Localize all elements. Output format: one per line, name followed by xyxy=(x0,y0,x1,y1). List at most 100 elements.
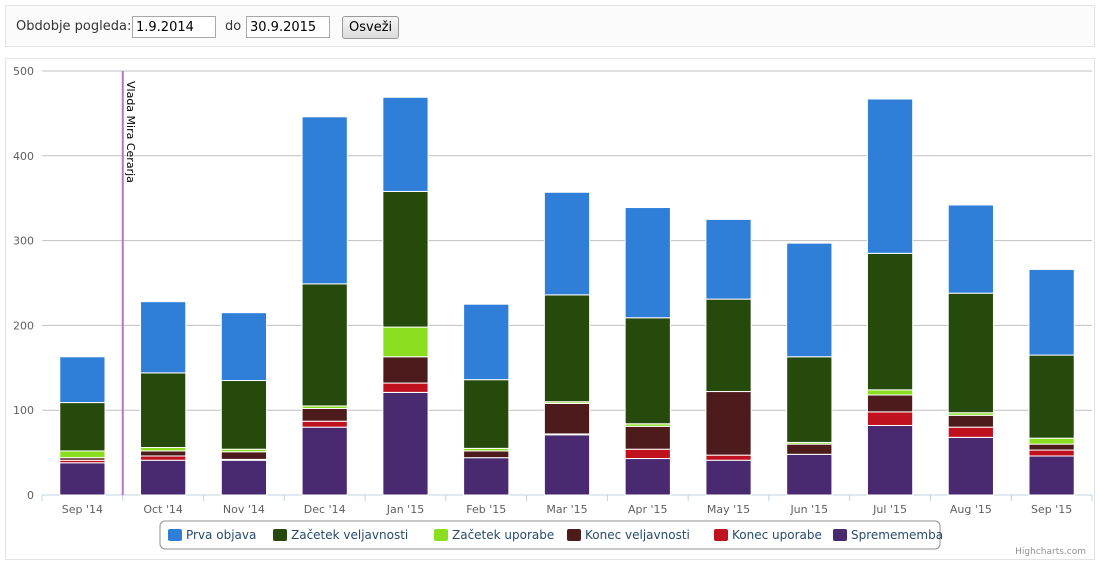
bar-segment-prva_objava xyxy=(59,356,106,404)
bar-segment-prva_objava xyxy=(866,98,914,254)
legend-label: Začetek uporabe xyxy=(452,528,554,542)
y-tick-label: 300 xyxy=(13,235,34,248)
plot-line-label: Vlada Mira Cerarja xyxy=(124,81,137,183)
bar-segment-zacetek_uporabe xyxy=(866,389,914,396)
chart-bars xyxy=(59,96,1075,496)
x-tick-label: Apr '15 xyxy=(628,503,668,516)
chart-legend: Prva objava Začetek veljavnosti Začetek up… xyxy=(159,520,943,550)
bar-segment-konec_veljavnosti xyxy=(543,402,591,435)
bar-segment-konec_veljavnosti xyxy=(382,356,429,384)
bar-segment-zacetek_veljavnosti xyxy=(463,379,510,449)
bar-segment-konec_veljavnosti xyxy=(1028,443,1075,451)
date-from-input[interactable] xyxy=(132,16,216,38)
bar-segment-sprememba xyxy=(301,426,348,496)
bar-segment-konec_uporabe xyxy=(705,454,752,461)
legend-item-sprememba[interactable]: Spremememba xyxy=(833,528,943,542)
refresh-button[interactable]: Osveži xyxy=(342,16,400,39)
bar-segment-sprememba xyxy=(220,459,268,496)
bar-segment-prva_objava xyxy=(543,191,591,296)
bar-segment-zacetek_veljavnosti xyxy=(1028,354,1075,439)
bar-segment-sprememba xyxy=(624,458,671,496)
date-to-input[interactable] xyxy=(246,16,330,38)
bar-segment-konec_uporabe xyxy=(624,448,671,460)
y-tick-label: 400 xyxy=(13,150,34,163)
bar-segment-konec_veljavnosti xyxy=(705,391,752,456)
legend-label: Spremememba xyxy=(851,528,943,542)
legend-label: Prva objava xyxy=(186,528,256,542)
bar-segment-zacetek_veljavnosti xyxy=(382,190,429,328)
legend-swatch xyxy=(168,529,182,541)
legend-swatch xyxy=(273,529,287,541)
bar-segment-zacetek_veljavnosti xyxy=(301,283,348,407)
y-tick-label: 500 xyxy=(13,65,34,78)
legend-swatch xyxy=(833,529,847,541)
bar-segment-sprememba xyxy=(947,436,994,496)
bar-segment-prva_objava xyxy=(1028,268,1075,356)
stacked-bar-chart: 0 100 200 300 400 500 Sep '14 Oct '14 Nov '14 De… xyxy=(13,65,1093,557)
bar-segment-konec_uporabe xyxy=(866,411,914,426)
bar-segment-zacetek_veljavnosti xyxy=(947,292,994,414)
bar-segment-sprememba xyxy=(543,434,591,496)
bar-segment-konec_uporabe xyxy=(140,455,187,461)
bar-segment-sprememba xyxy=(382,391,429,496)
bar-segment-sprememba xyxy=(786,453,833,496)
y-tick-label: 100 xyxy=(13,404,34,417)
bar-segment-zacetek_veljavnosti xyxy=(220,380,268,450)
bar-segment-konec_veljavnosti xyxy=(866,394,914,413)
bar-segment-konec_veljavnosti xyxy=(786,443,833,455)
x-tick-label: Nov '14 xyxy=(223,503,265,516)
chart-axes: Sep '14 Oct '14 Nov '14 Dec '14 Jan '15 Feb '… xyxy=(41,71,1093,516)
bar-segment-zacetek_veljavnosti xyxy=(140,372,187,449)
bar-segment-prva_objava xyxy=(463,303,510,381)
bar-segment-zacetek_uporabe xyxy=(1028,437,1075,445)
legend-item-zacetek_uporabe[interactable]: Začetek uporabe xyxy=(434,528,554,542)
bar-segment-zacetek_veljavnosti xyxy=(705,298,752,393)
date-to-label: do xyxy=(225,19,242,34)
bar-segment-sprememba xyxy=(1028,455,1075,496)
bar-segment-zacetek_veljavnosti xyxy=(59,402,106,452)
y-tick-label: 200 xyxy=(13,319,34,332)
bar-segment-prva_objava xyxy=(382,96,429,192)
legend-item-konec_veljavnosti[interactable]: Konec veljavnosti xyxy=(567,528,690,542)
bar-segment-prva_objava xyxy=(624,207,671,319)
bar-segment-konec_veljavnosti xyxy=(947,414,994,428)
bar-segment-zacetek_veljavnosti xyxy=(624,317,671,425)
legend-swatch xyxy=(714,529,728,541)
bar-segment-zacetek_uporabe xyxy=(140,447,187,452)
bar-segment-konec_uporabe xyxy=(301,420,348,428)
bar-segment-zacetek_veljavnosti xyxy=(543,294,591,403)
bar-segment-zacetek_uporabe xyxy=(382,326,429,358)
legend-swatch xyxy=(567,529,581,541)
bar-segment-sprememba xyxy=(59,462,106,496)
legend-item-konec_uporabe[interactable]: Konec uporabe xyxy=(714,528,822,542)
chart-panel: 0 100 200 300 400 500 Sep '14 Oct '14 Nov '14 De… xyxy=(5,58,1095,560)
bar-segment-sprememba xyxy=(140,459,187,496)
bar-segment-sprememba xyxy=(463,457,510,496)
legend-label: Začetek veljavnosti xyxy=(291,528,408,542)
bar-segment-konec_veljavnosti xyxy=(220,451,268,460)
x-tick-label: Aug '15 xyxy=(950,503,992,516)
x-tick-label: Jan '15 xyxy=(386,503,424,516)
legend-label: Konec uporabe xyxy=(732,528,822,542)
x-tick-label: Oct '14 xyxy=(143,503,183,516)
bar-segment-konec_veljavnosti xyxy=(463,450,510,459)
legend-box xyxy=(159,520,941,550)
bar-segment-sprememba xyxy=(705,459,752,496)
filter-panel: Obdobje pogleda: do Osveži xyxy=(5,5,1095,47)
bar-segment-konec_uporabe xyxy=(1028,449,1075,457)
bar-segment-konec_uporabe xyxy=(947,426,994,438)
bar-segment-prva_objava xyxy=(786,242,833,358)
bar-segment-sprememba xyxy=(866,424,914,496)
x-tick-label: Feb '15 xyxy=(466,503,506,516)
bar-segment-prva_objava xyxy=(220,312,268,382)
bar-segment-prva_objava xyxy=(140,301,187,374)
bar-segment-zacetek_veljavnosti xyxy=(866,252,914,391)
bar-segment-zacetek_veljavnosti xyxy=(786,356,833,443)
legend-item-prva_objava[interactable]: Prva objava xyxy=(168,528,256,542)
bar-segment-prva_objava xyxy=(705,218,752,300)
legend-item-zacetek_veljavnosti[interactable]: Začetek veljavnosti xyxy=(273,528,408,542)
legend-swatch xyxy=(434,529,448,541)
x-tick-label: Mar '15 xyxy=(546,503,587,516)
period-label: Obdobje pogleda: xyxy=(16,19,132,34)
credits-link[interactable]: Highcharts.com xyxy=(1015,547,1086,557)
